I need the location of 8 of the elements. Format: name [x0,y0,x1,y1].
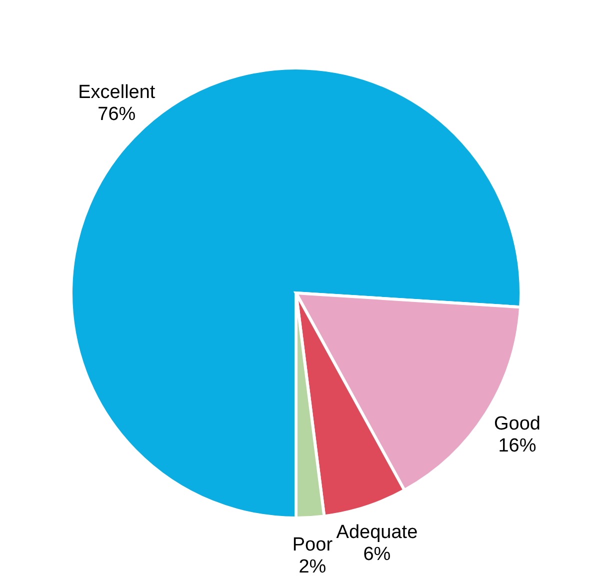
data-label: 16% [498,435,536,456]
slice-label: Good [494,413,540,434]
slice-label: Poor [292,534,334,556]
data-label: 76% [98,104,136,126]
data-label: 6% [363,544,391,566]
slice-label: Excellent [78,82,156,104]
slice-label: Adequate [336,522,418,544]
data-label: 2% [298,556,326,578]
